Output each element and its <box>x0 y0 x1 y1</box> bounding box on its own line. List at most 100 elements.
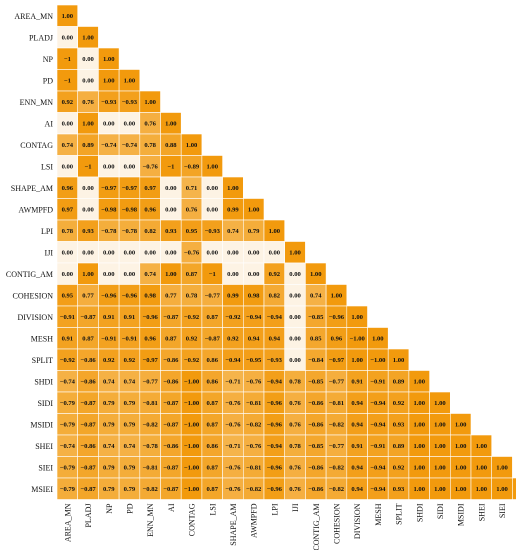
row-label-iji: IJI <box>45 248 54 257</box>
cell-value-cohesion-ai: 0.77 <box>165 293 177 300</box>
cell-value-siei-contig-am: −0.86 <box>308 465 324 472</box>
row-label-awmpfd: AWMPFD <box>19 205 54 214</box>
cell-value-siei-area-mn: −0.79 <box>60 465 76 472</box>
cell-value-sidi-awmpfd: −0.81 <box>246 400 261 407</box>
cell-value-msidi-iji: 0.76 <box>289 422 301 429</box>
cell-value-mesh-pladj: 0.87 <box>82 336 94 343</box>
cell-value-enn-mn-pladj: 0.76 <box>82 99 94 106</box>
row-label-shdi: SHDI <box>34 377 53 386</box>
cell-value-split-division: 1.00 <box>351 357 363 364</box>
cell-value-contig-am-lpi: 0.92 <box>269 271 281 278</box>
cell-value-shei-lsi: 0.86 <box>206 443 218 450</box>
cell-value-msidi-np: 0.79 <box>103 422 115 429</box>
cell-value-contag-enn-mn: 0.78 <box>144 142 156 149</box>
cell-value-sidi-iji: 0.76 <box>289 400 301 407</box>
cell-value-iji-area-mn: 0.00 <box>62 250 74 257</box>
cell-value-siei-pd: 0.79 <box>124 465 136 472</box>
cell-value-msiei-pladj: −0.87 <box>80 486 96 493</box>
row-label-msiei: MSIEI <box>31 485 53 494</box>
cell-value-sidi-mesh: −0.94 <box>370 400 386 407</box>
cell-value-shei-contag: −1.00 <box>184 443 200 450</box>
cell-value-sidi-contag: −1.00 <box>184 400 200 407</box>
cell-value-msiei-cohesion: −0.82 <box>329 486 345 493</box>
cell-value-split-contig-am: −0.84 <box>308 357 324 364</box>
cell-value-lpi-pladj: 0.93 <box>82 228 94 235</box>
cell-value-iji-shape-am: 0.00 <box>227 250 239 257</box>
cell-value-contag-area-mn: 0.74 <box>62 142 74 149</box>
cell-value-np-area-mn: −1 <box>64 56 71 63</box>
cell-value-sidi-shape-am: −0.76 <box>225 400 241 407</box>
cell-value-mesh-lpi: 0.94 <box>269 336 281 343</box>
cell-value-ai-ai: 1.00 <box>165 121 177 128</box>
cell-value-cohesion-enn-mn: 0.98 <box>144 293 156 300</box>
cell-value-msidi-msidi: 1.00 <box>455 422 467 429</box>
cell-value-cohesion-contag: 0.78 <box>186 293 198 300</box>
cell-value-awmpfd-lsi: 0.00 <box>206 207 218 214</box>
cell-value-lpi-pd: −0.78 <box>122 228 138 235</box>
col-label-mesh: MESH <box>374 503 383 525</box>
cell-value-shape-am-np: −0.97 <box>101 185 117 192</box>
cell-value-shei-cohesion: −0.77 <box>329 443 345 450</box>
cell-value-division-contig-am: −0.85 <box>308 314 324 321</box>
cell-value-awmpfd-pladj: 0.00 <box>82 207 94 214</box>
cell-value-division-awmpfd: −0.94 <box>246 314 262 321</box>
cell-value-msiei-sidi: 1.00 <box>434 486 446 493</box>
cell-value-contig-am-contag: 0.87 <box>186 271 198 278</box>
cell-value-shdi-contig-am: −0.85 <box>308 379 324 386</box>
cell-value-iji-lpi: 0.00 <box>269 250 281 257</box>
cell-value-ai-np: 0.00 <box>103 121 115 128</box>
cell-value-split-area-mn: −0.92 <box>60 357 76 364</box>
cell-value-enn-mn-area-mn: 0.92 <box>62 99 74 106</box>
cell-value-msidi-mesh: −0.94 <box>370 422 386 429</box>
cell-value-siei-shdi: 1.00 <box>413 465 425 472</box>
cell-value-sidi-area-mn: −0.79 <box>60 400 76 407</box>
cell-value-shei-shdi: 1.00 <box>413 443 425 450</box>
cell-value-np-pladj: 0.00 <box>82 56 94 63</box>
cell-value-sidi-ai: −0.87 <box>163 400 179 407</box>
cell-value-shape-am-ai: 0.00 <box>165 185 177 192</box>
cell-value-mesh-mesh: 1.00 <box>372 336 384 343</box>
cell-value-shdi-pd: 0.74 <box>124 379 136 386</box>
cell-value-division-lsi: 0.87 <box>206 314 218 321</box>
cell-value-contig-am-np: 0.00 <box>103 271 115 278</box>
cell-value-division-area-mn: −0.91 <box>60 314 75 321</box>
row-label-area-mn: AREA_MN <box>14 12 53 21</box>
cell-value-lsi-lsi: 1.00 <box>206 164 218 171</box>
cell-value-msiei-msidi: 1.00 <box>455 486 467 493</box>
cell-value-cohesion-awmpfd: 0.98 <box>248 293 260 300</box>
cell-value-division-pd: 0.91 <box>124 314 136 321</box>
cell-value-sidi-split: 0.92 <box>393 400 405 407</box>
cell-value-shei-np: 0.74 <box>103 443 115 450</box>
col-label-lsi: LSI <box>208 503 217 515</box>
cell-value-enn-mn-pd: −0.93 <box>122 99 138 106</box>
cell-value-shei-pd: 0.74 <box>124 443 136 450</box>
cell-value-cohesion-area-mn: 0.95 <box>62 293 74 300</box>
cell-value-contag-contag: 1.00 <box>186 142 198 149</box>
cell-value-shdi-iji: 0.78 <box>289 379 301 386</box>
row-label-enn-mn: ENN_MN <box>20 98 54 107</box>
cell-value-sidi-cohesion: −0.81 <box>329 400 344 407</box>
cell-value-lpi-np: −0.78 <box>101 228 117 235</box>
cell-value-shape-am-area-mn: 0.96 <box>62 185 74 192</box>
cell-value-division-cohesion: −0.96 <box>329 314 345 321</box>
cell-value-msidi-split: 0.93 <box>393 422 405 429</box>
cell-value-shdi-area-mn: −0.74 <box>60 379 76 386</box>
cell-value-msiei-iji: 0.76 <box>289 486 301 493</box>
cell-value-pd-pd: 1.00 <box>124 78 136 85</box>
row-label-lsi: LSI <box>41 162 53 171</box>
cell-value-siei-siei: 1.00 <box>496 465 508 472</box>
cell-value-shei-split: 0.89 <box>393 443 405 450</box>
row-label-pladj: PLADJ <box>29 33 53 42</box>
cell-value-shdi-contag: −1.00 <box>184 379 200 386</box>
col-label-siei: SIEI <box>498 503 507 518</box>
cell-value-split-mesh: −1.00 <box>370 357 386 364</box>
cell-value-sidi-lsi: 0.87 <box>206 400 218 407</box>
cell-value-lpi-lsi: −0.93 <box>205 228 221 235</box>
cell-value-pd-np: 1.00 <box>103 78 115 85</box>
cell-value-enn-mn-np: −0.93 <box>101 99 117 106</box>
cell-value-shdi-split: 0.89 <box>393 379 405 386</box>
cell-value-mesh-pd: −0.91 <box>122 336 137 343</box>
cell-value-contig-am-lsi: −1 <box>209 271 216 278</box>
row-label-cohesion: COHESION <box>13 291 54 300</box>
